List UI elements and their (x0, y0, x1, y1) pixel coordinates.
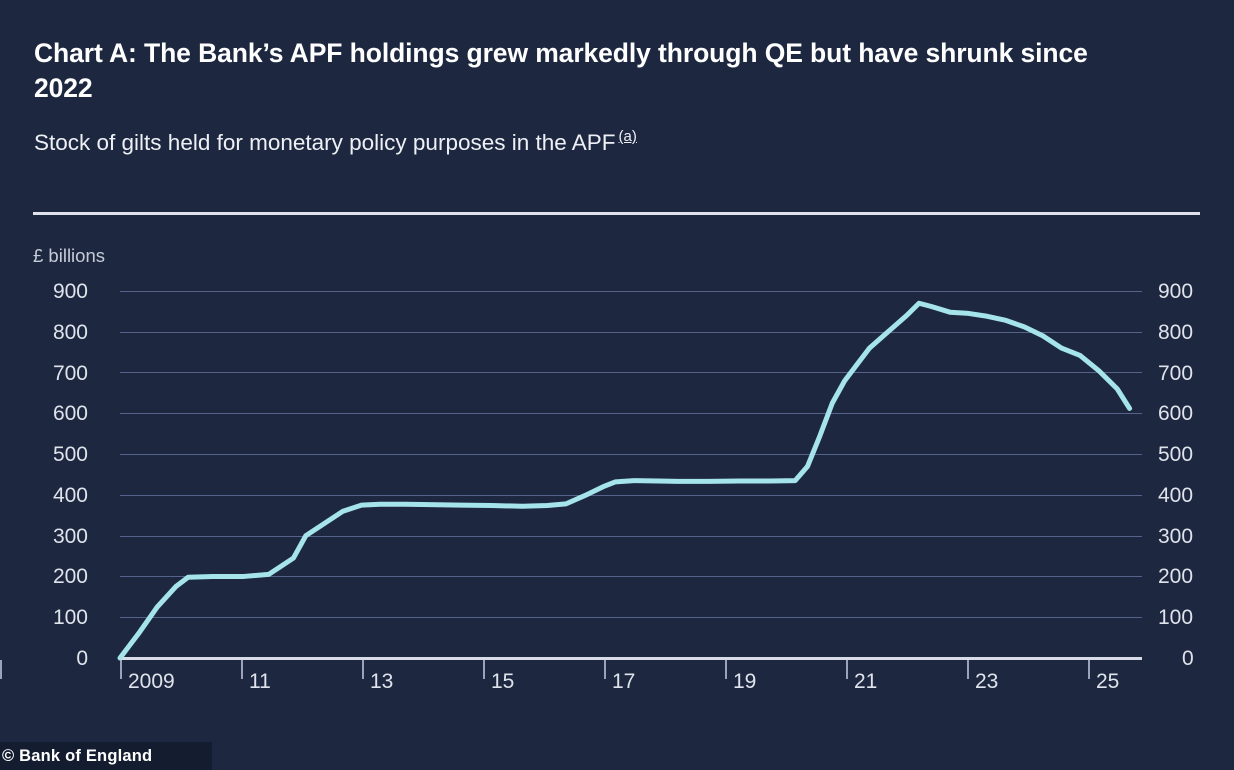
gridline-500 (120, 454, 1142, 455)
header-divider (33, 212, 1200, 215)
gridline-400 (120, 495, 1142, 496)
y-tick-right-0: 0 (1182, 647, 1194, 670)
x-axis-line (120, 657, 1142, 660)
gridline-300 (120, 536, 1142, 537)
y-tick-right-900: 900 (1158, 280, 1194, 303)
y-tick-right-800: 800 (1158, 321, 1194, 344)
chart-subtitle: Stock of gilts held for monetary policy … (34, 128, 1144, 156)
x-tick-mark-2015 (483, 660, 485, 679)
x-tick-label-2023: 23 (975, 670, 999, 693)
title-block: Chart A: The Bank’s APF holdings grew ma… (34, 36, 1144, 156)
x-tick-label-2017: 17 (612, 670, 636, 693)
footnote-marker: (a) (618, 127, 637, 145)
x-tick-mark-2013 (362, 660, 364, 679)
y-tick-left-300: 300 (52, 525, 88, 548)
y-tick-right-600: 600 (1158, 402, 1194, 425)
page-title: Chart A: The Bank’s APF holdings grew ma… (34, 38, 1088, 103)
footer-bar: © Bank of England (0, 742, 212, 770)
x-tick-mark-2025 (1088, 660, 1090, 679)
y-tick-right-400: 400 (1158, 484, 1194, 507)
y-tick-left-500: 500 (52, 443, 88, 466)
x-tick-mark-2017 (604, 660, 606, 679)
x-tick-mark-2023 (967, 660, 969, 679)
y-tick-left-400: 400 (52, 484, 88, 507)
x-tick-label-2009: 2009 (128, 670, 175, 693)
gridline-200 (120, 576, 1142, 577)
gridline-700 (120, 372, 1142, 373)
y-tick-right-500: 500 (1158, 443, 1194, 466)
x-tick-mark-2019 (725, 660, 727, 679)
gridline-900 (120, 291, 1142, 292)
x-tick-mark-2011 (0, 660, 2, 679)
copyright-credit: © Bank of England (2, 746, 153, 765)
gridline-100 (120, 617, 1142, 618)
y-tick-left-700: 700 (52, 362, 88, 385)
gridline-800 (120, 332, 1142, 333)
x-tick-label-2021: 21 (854, 670, 878, 693)
x-tick-label-2013: 13 (370, 670, 394, 693)
y-tick-left-900: 900 (52, 280, 88, 303)
chart-subtitle-text: Stock of gilts held for monetary policy … (34, 129, 616, 155)
y-tick-right-100: 100 (1158, 606, 1194, 629)
x-tick-mark-2009 (120, 660, 122, 679)
x-tick-mark-2011b (241, 660, 243, 679)
y-tick-left-100: 100 (52, 606, 88, 629)
y-tick-left-0: 0 (76, 647, 88, 670)
plot-area (120, 291, 1142, 658)
y-tick-right-200: 200 (1158, 565, 1194, 588)
y-axis-unit-label: £ billions (33, 245, 105, 266)
y-tick-right-300: 300 (1158, 525, 1194, 548)
y-tick-left-200: 200 (52, 565, 88, 588)
x-tick-label-2019: 19 (733, 670, 757, 693)
gridline-600 (120, 413, 1142, 414)
x-tick-label-2011: 11 (249, 670, 271, 693)
x-tick-label-2015: 15 (491, 670, 515, 693)
x-tick-label-2025: 25 (1096, 670, 1120, 693)
y-tick-left-600: 600 (52, 402, 88, 425)
x-tick-mark-2021 (846, 660, 848, 679)
y-tick-left-800: 800 (52, 321, 88, 344)
y-tick-right-700: 700 (1158, 362, 1194, 385)
